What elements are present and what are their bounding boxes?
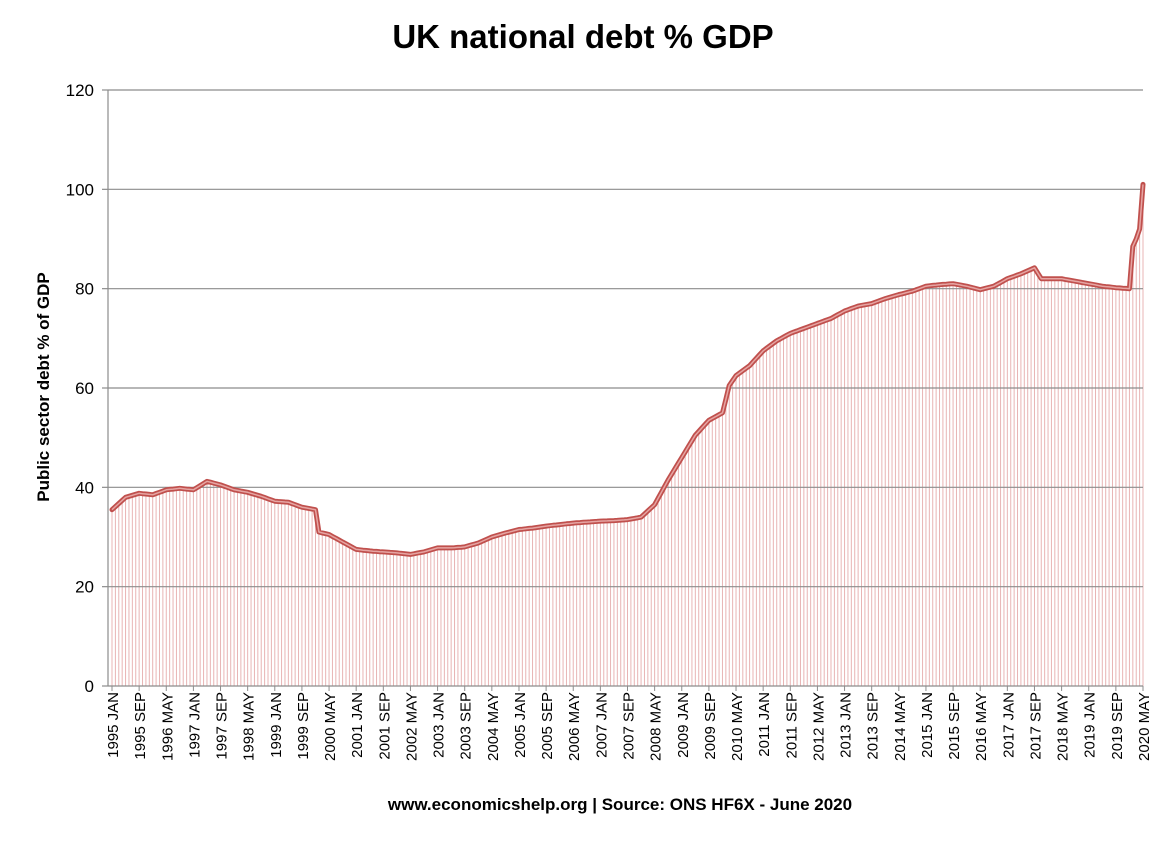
x-tick-label: 1998 MAY (241, 692, 258, 761)
fill-bars-layer (111, 184, 1144, 686)
x-tick-label: 2009 SEP (702, 692, 719, 760)
x-tick-label: 2017 JAN (1000, 692, 1017, 758)
x-tick-label: 2020 MAY (1136, 692, 1153, 761)
x-tick-label: 2019 JAN (1082, 692, 1099, 758)
x-tick-label: 2005 SEP (539, 692, 556, 760)
x-tick-label: 2000 MAY (322, 692, 339, 761)
y-axis-title: Public sector debt % of GDP (34, 272, 53, 502)
y-tick-label: 120 (66, 81, 94, 100)
axes-layer (102, 89, 1143, 687)
x-tick-label: 2010 MAY (729, 692, 746, 761)
y-tick-label: 0 (85, 677, 94, 696)
x-tick-label: 2018 MAY (1055, 692, 1072, 761)
x-tick-label: 2012 MAY (810, 692, 827, 761)
x-tick-label: 1997 SEP (214, 692, 231, 760)
x-tick-label: 2001 JAN (349, 692, 366, 758)
x-tick-label: 2003 JAN (431, 692, 448, 758)
x-tick-label: 2013 SEP (865, 692, 882, 760)
x-tick-label: 2004 MAY (485, 692, 502, 761)
x-tick-label: 1997 JAN (186, 692, 203, 758)
x-tick-label: 2011 JAN (756, 692, 773, 757)
x-tick-label: 2016 MAY (973, 692, 990, 761)
x-tick-label: 2003 SEP (458, 692, 475, 760)
x-tick-label: 2015 JAN (919, 692, 936, 758)
source-note: www.economicshelp.org | Source: ONS HF6X… (387, 795, 853, 814)
y-tick-label: 100 (66, 180, 94, 199)
series-line-highlight (111, 184, 1144, 556)
x-tick-label: 2002 MAY (403, 692, 420, 761)
x-tick-label: 2007 SEP (621, 692, 638, 760)
x-tick-label: 2017 SEP (1028, 692, 1045, 760)
x-tick-label: 2009 JAN (675, 692, 692, 758)
y-tick-label: 20 (75, 578, 94, 597)
x-tick-label: 2019 SEP (1109, 692, 1126, 760)
y-tick-label: 60 (75, 379, 94, 398)
x-tick-label: 1999 JAN (268, 692, 285, 758)
x-tick-label: 2013 JAN (838, 692, 855, 758)
x-tick-label: 2015 SEP (946, 692, 963, 760)
chart-title: UK national debt % GDP (392, 18, 774, 55)
gridlines-layer (108, 89, 1143, 588)
x-tick-label: 1995 SEP (132, 692, 149, 760)
x-tick-label: 1999 SEP (295, 692, 312, 760)
series-line-layer (109, 181, 1146, 557)
y-tick-labels-layer: 0 20 40 60 80 100 120 (66, 81, 94, 696)
x-tick-label: 1996 MAY (159, 692, 176, 761)
y-tick-label: 40 (75, 478, 94, 497)
x-tick-label: 2007 JAN (593, 692, 610, 758)
x-tick-label: 2011 SEP (783, 692, 800, 758)
x-tick-label: 1995 JAN (105, 692, 122, 758)
x-tick-label: 2005 JAN (512, 692, 529, 758)
y-tick-label: 80 (75, 280, 94, 299)
x-tick-label: 2001 SEP (376, 692, 393, 760)
x-tick-labels-layer: 1995 JAN 1995 SEP 1996 MAY 1997 JAN 1997 SEP… (105, 686, 1153, 761)
x-tick-label: 2008 MAY (648, 692, 665, 761)
x-tick-label: 2014 MAY (892, 692, 909, 761)
x-tick-label: 2006 MAY (566, 692, 583, 761)
